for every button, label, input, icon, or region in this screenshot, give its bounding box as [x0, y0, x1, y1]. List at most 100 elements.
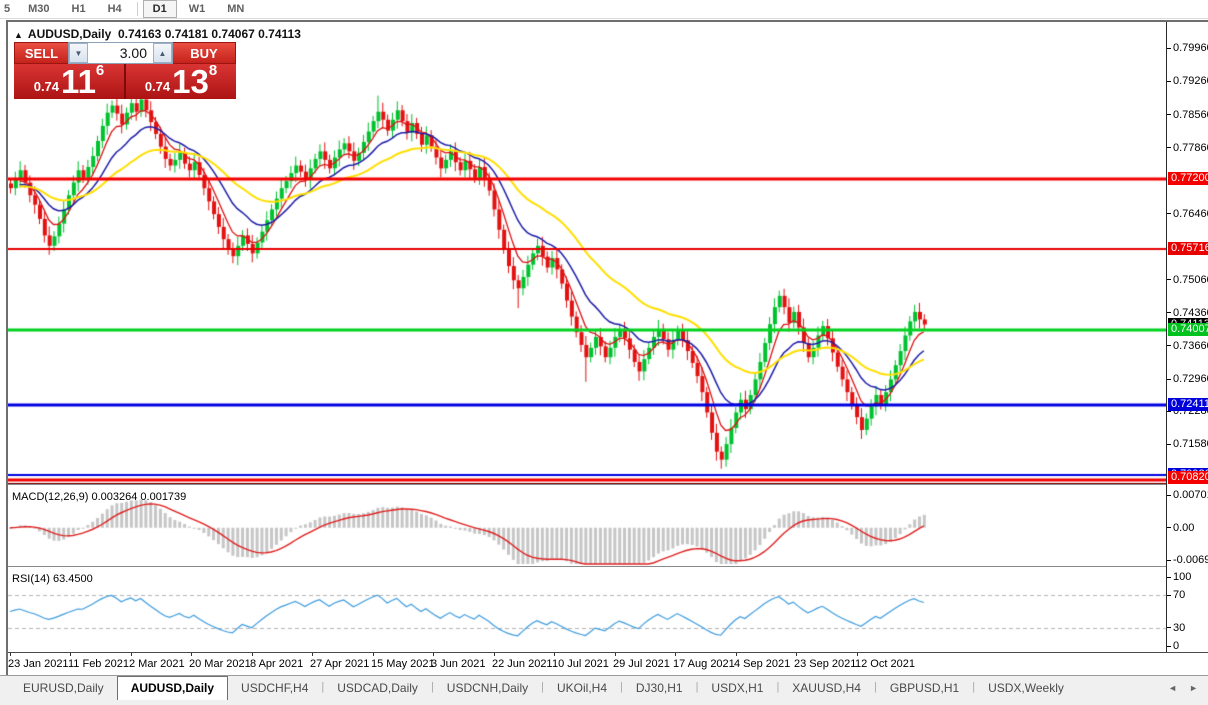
symbol-tab-eurusd-0[interactable]: EURUSD,Daily	[23, 681, 104, 695]
time-label: 20 Mar 2021	[189, 658, 251, 670]
ohlc-low: 0.74067	[211, 27, 255, 41]
chart-title: ▲ AUDUSD,Daily 0.74163 0.74181 0.74067 0.…	[14, 27, 301, 41]
buy-price-sup: 8	[208, 62, 218, 79]
macd-tick-label: -0.006923	[1167, 554, 1208, 566]
symbol-tab-usdchf-2[interactable]: USDCHF,H4	[241, 681, 309, 695]
symbol-tab-xauusd-8[interactable]: XAUUSD,H4	[792, 681, 861, 695]
timeframe-button-H1[interactable]: H1	[71, 3, 86, 15]
time-label: 29 Jul 2021	[613, 658, 670, 670]
buy-button[interactable]: BUY	[173, 42, 236, 64]
ohlc-close: 0.74113	[258, 27, 301, 41]
timeframe-button-MN[interactable]: MN	[227, 3, 245, 15]
rsi-tick-label: 0	[1167, 640, 1208, 652]
volume-input[interactable]	[88, 43, 153, 63]
time-label: 15 May 2021	[371, 658, 435, 670]
time-label: 12 Oct 2021	[855, 658, 915, 670]
time-label: 2 Mar 2021	[129, 658, 185, 670]
sell-price-display[interactable]: 0.74 11 6	[14, 62, 124, 99]
time-tick	[433, 653, 434, 656]
symbol-tab-usdcnh-4[interactable]: USDCNH,Daily	[446, 681, 529, 695]
time-axis: 23 Jan 2021 11 Feb 2021 2 Mar 2021 20 Mar 2…	[8, 652, 1208, 676]
chart-symbol-label: AUDUSD,Daily	[27, 27, 112, 41]
timeframe-button-D1[interactable]: D1	[142, 0, 177, 18]
axis-tick-mark	[1167, 114, 1171, 116]
axis-tick-mark	[1167, 559, 1171, 561]
one-click-trading-panel: SELL ▼ ▲ BUY 0.74 11 6 0.74 13 8	[14, 42, 236, 99]
symbol-tab-audusd-1[interactable]: AUDUSD,Daily	[116, 676, 229, 700]
rsi-indicator-label: RSI(14) 63.4500	[12, 573, 93, 585]
tab-divider: |	[873, 681, 877, 693]
time-tick	[857, 653, 858, 656]
tab-divider: |	[695, 681, 699, 693]
collapse-chart-icon[interactable]: ▲	[14, 30, 23, 40]
time-label: 8 Apr 2021	[250, 658, 304, 670]
main-chart-pane[interactable]	[8, 22, 1167, 484]
axis-tick-mark	[1167, 576, 1171, 578]
rsi-tick-label: 70	[1167, 589, 1208, 601]
time-tick	[554, 653, 555, 656]
symbol-tab-usdcad-3[interactable]: USDCAD,Daily	[337, 681, 418, 695]
time-tick	[252, 653, 253, 656]
symbol-tab-dj30-6[interactable]: DJ30,H1	[635, 681, 683, 695]
symbol-tab-ukoil-5[interactable]: UKOil,H4	[557, 681, 608, 695]
sell-button[interactable]: SELL	[14, 42, 68, 64]
rsi-pane[interactable]: RSI(14) 63.4500	[8, 571, 1167, 652]
candlestick-chart-canvas[interactable]	[8, 22, 1167, 484]
buy-price-small: 0.74	[144, 79, 171, 94]
symbol-tab-gbpusd-9[interactable]: GBPUSD,H1	[889, 681, 960, 695]
tab-divider: |	[620, 681, 623, 693]
buy-price-display[interactable]: 0.74 13 8	[126, 62, 236, 100]
volume-decrease-button[interactable]: ▼	[69, 43, 88, 63]
time-tick	[675, 653, 676, 656]
time-label: 17 Aug 2021	[673, 658, 735, 670]
buy-price-big: 13	[172, 63, 209, 100]
time-label: 22 Jun 2021	[492, 658, 553, 670]
time-label: 11 Feb 2021	[68, 658, 129, 670]
axis-tick-mark	[1167, 527, 1171, 529]
axis-tick-mark	[1167, 345, 1171, 347]
price-level-label: 0.74007	[1168, 323, 1208, 336]
time-tick	[70, 653, 71, 656]
macd-pane[interactable]: MACD(12,26,9) 0.003264 0.001739	[8, 489, 1167, 566]
sell-price-sup: 6	[95, 62, 105, 79]
volume-increase-button[interactable]: ▲	[153, 43, 172, 63]
tab-scroll-arrows: ◄ ►	[1168, 683, 1198, 693]
ohlc-high: 0.74181	[164, 27, 209, 41]
time-label: 4 Sep 2021	[734, 658, 791, 670]
time-label: 23 Jan 2021	[8, 658, 69, 670]
macd-chart-canvas[interactable]	[8, 489, 1167, 566]
axis-tick-mark	[1167, 594, 1171, 596]
sell-price-small: 0.74	[33, 79, 60, 94]
tab-divider: |	[430, 681, 434, 693]
timeframe-button-M30[interactable]: M30	[28, 3, 50, 15]
timeframe-button-W1[interactable]: W1	[188, 3, 206, 15]
macd-indicator-label: MACD(12,26,9) 0.003264 0.001739	[12, 491, 187, 503]
rsi-tick-label: 30	[1167, 622, 1208, 634]
axis-tick-mark	[1167, 494, 1171, 496]
axis-tick-mark	[1167, 312, 1171, 314]
axis-tick-mark	[1167, 48, 1171, 50]
time-tick	[373, 653, 374, 656]
price-level-label: 0.72411	[1168, 398, 1208, 412]
symbol-tab-usdx-7[interactable]: USDX,H1	[711, 681, 764, 695]
timeframe-button-H4[interactable]: H4	[107, 3, 122, 15]
symbol-tab-usdx-10[interactable]: USDX,Weekly	[988, 681, 1064, 695]
time-tick	[131, 653, 132, 656]
timeframe-button-5[interactable]: 5	[4, 3, 11, 15]
chevron-down-icon: ▼	[74, 48, 83, 58]
tab-scroll-left-icon[interactable]: ◄	[1168, 683, 1178, 693]
chevron-up-icon: ▲	[158, 48, 167, 58]
axis-tick-mark	[1167, 279, 1171, 281]
rsi-chart-canvas[interactable]	[8, 571, 1167, 652]
tab-divider: |	[776, 681, 780, 693]
tab-scroll-right-icon[interactable]: ►	[1189, 683, 1198, 693]
axis-tick-mark	[1167, 645, 1171, 647]
time-label: 3 Jun 2021	[431, 658, 486, 670]
price-level-label: 0.75716	[1168, 242, 1208, 256]
ohlc-open: 0.74163	[117, 27, 162, 41]
